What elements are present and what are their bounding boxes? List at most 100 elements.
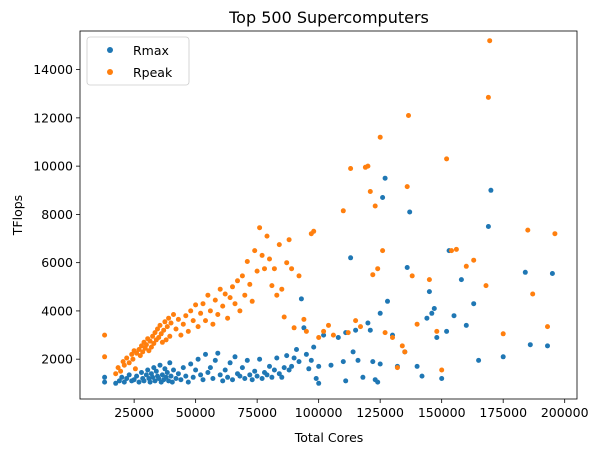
rpeak-point bbox=[326, 322, 331, 328]
rmax-point bbox=[439, 376, 445, 381]
rmax-point bbox=[348, 255, 354, 261]
rpeak-point bbox=[264, 233, 270, 239]
rmax-point bbox=[267, 363, 272, 369]
rmax-point bbox=[164, 370, 170, 375]
rmax-point bbox=[316, 380, 322, 386]
rmax-point bbox=[350, 349, 356, 355]
rpeak-point bbox=[340, 208, 346, 214]
rmax-point bbox=[375, 379, 381, 385]
rmax-point bbox=[286, 367, 292, 373]
rmax-point bbox=[153, 368, 159, 374]
rmax-point bbox=[444, 328, 450, 334]
rpeak-point bbox=[132, 366, 138, 372]
rpeak-point bbox=[148, 344, 154, 350]
rmax-point bbox=[190, 374, 196, 380]
rmax-point bbox=[340, 359, 346, 365]
rpeak-point bbox=[230, 284, 235, 290]
rmax-point bbox=[377, 310, 383, 316]
rpeak-point bbox=[168, 320, 174, 326]
rpeak-point bbox=[188, 308, 194, 314]
rmax-point bbox=[279, 374, 285, 380]
rpeak-point bbox=[121, 362, 127, 368]
rpeak-point bbox=[375, 266, 381, 272]
data-points bbox=[102, 38, 558, 386]
rmax-point bbox=[274, 355, 280, 361]
rmax-point bbox=[102, 379, 108, 385]
rpeak-point bbox=[164, 324, 170, 330]
rmax-point bbox=[126, 372, 132, 378]
rpeak-point bbox=[180, 321, 186, 327]
y-tick-label: 6000 bbox=[41, 255, 73, 270]
rpeak-point bbox=[487, 38, 493, 44]
rmax-point bbox=[311, 344, 317, 350]
rpeak-point bbox=[330, 332, 336, 338]
rmax-point bbox=[404, 265, 410, 270]
rmax-point bbox=[113, 380, 119, 386]
rpeak-point bbox=[377, 134, 383, 140]
x-axis-label: Total Cores bbox=[294, 430, 364, 445]
rmax-point bbox=[426, 289, 432, 295]
series-rmax bbox=[102, 175, 555, 386]
rmax-point bbox=[301, 325, 307, 331]
rmax-point bbox=[205, 370, 211, 375]
rmax-point bbox=[306, 366, 312, 372]
rmax-point bbox=[139, 370, 144, 375]
rpeak-point bbox=[449, 248, 454, 254]
rmax-point bbox=[162, 366, 168, 372]
rmax-point bbox=[545, 343, 550, 349]
rmax-point bbox=[244, 357, 250, 363]
rpeak-point bbox=[444, 156, 450, 162]
rmax-point bbox=[294, 347, 299, 352]
x-tick-label: 200000 bbox=[541, 405, 589, 420]
rpeak-point bbox=[372, 203, 378, 209]
rpeak-point bbox=[207, 308, 213, 314]
rpeak-point bbox=[463, 263, 469, 269]
legend-label-rmax: Rmax bbox=[133, 43, 169, 58]
rpeak-point bbox=[195, 324, 201, 330]
rpeak-point bbox=[193, 302, 199, 308]
x-tick-label: 175000 bbox=[479, 405, 527, 420]
rmax-point bbox=[476, 357, 482, 363]
rpeak-point bbox=[237, 308, 243, 314]
rpeak-point bbox=[281, 314, 287, 320]
y-tick-label: 14000 bbox=[33, 62, 73, 77]
rpeak-point bbox=[254, 268, 260, 274]
rmax-point bbox=[145, 367, 151, 373]
rmax-point bbox=[237, 373, 243, 379]
rmax-point bbox=[167, 360, 173, 366]
rmax-point bbox=[264, 372, 270, 378]
rmax-point bbox=[168, 373, 174, 379]
rmax-point bbox=[527, 342, 533, 348]
rpeak-point bbox=[367, 189, 373, 194]
rmax-point bbox=[220, 378, 226, 384]
rpeak-point bbox=[162, 319, 168, 325]
rmax-point bbox=[215, 350, 221, 356]
rmax-point bbox=[169, 379, 175, 385]
rpeak-point bbox=[205, 292, 211, 298]
rpeak-point bbox=[485, 94, 491, 100]
rmax-point bbox=[463, 322, 469, 328]
rmax-point bbox=[522, 269, 528, 275]
rmax-point bbox=[121, 379, 127, 385]
rpeak-point bbox=[252, 248, 258, 254]
rmax-point bbox=[252, 368, 258, 374]
rmax-point bbox=[134, 373, 140, 379]
rpeak-point bbox=[190, 318, 196, 324]
rpeak-point bbox=[353, 318, 359, 324]
rmax-point bbox=[269, 374, 275, 380]
legend-marker-rpeak bbox=[107, 69, 113, 75]
rpeak-point bbox=[358, 324, 363, 330]
rpeak-point bbox=[222, 291, 228, 297]
rpeak-point bbox=[321, 328, 327, 334]
rpeak-point bbox=[348, 166, 354, 171]
rpeak-point bbox=[500, 331, 506, 337]
rpeak-point bbox=[159, 339, 165, 345]
rmax-point bbox=[249, 377, 255, 383]
rmax-point bbox=[291, 355, 297, 361]
rpeak-point bbox=[167, 333, 173, 339]
x-tick-label: 100000 bbox=[295, 405, 343, 420]
rpeak-point bbox=[173, 326, 179, 332]
rpeak-point bbox=[345, 330, 351, 336]
y-tick-label: 4000 bbox=[41, 303, 73, 318]
